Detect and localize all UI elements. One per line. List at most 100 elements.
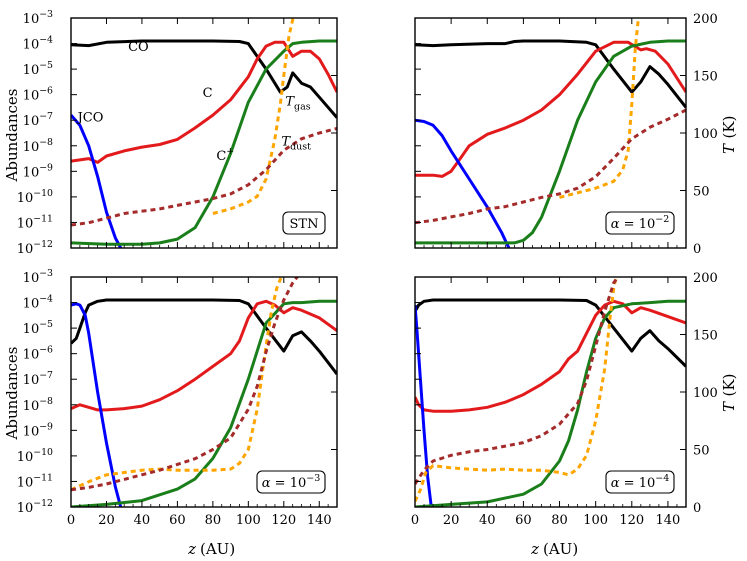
y-tick-label: 10−11 [17, 472, 53, 490]
panel-label-box [605, 211, 675, 235]
series-tdust-line [415, 277, 621, 485]
series-tdust-line [415, 108, 686, 225]
y-tick-label: 10−8 [23, 396, 53, 414]
svg-text:T: T [720, 143, 738, 154]
y-tick-label: 10−12 [17, 498, 53, 516]
ylabel-abundances-top: Abundances [3, 89, 21, 183]
series-tdust-line [71, 126, 337, 227]
series-co-line [415, 298, 686, 368]
panel-bottom-right: 200 150 100 50 0 0 20 40 60 80 100 120 140 α = 10−4 [411, 271, 718, 528]
y-tick-label: 10−4 [23, 294, 53, 312]
y-tick-label: 10−11 [17, 213, 53, 231]
series-tdust-line [71, 277, 300, 492]
panel-bottom-left: 10−3 10−4 10−5 10−6 10−7 10−8 10−9 10−10 10−11 10… [17, 268, 338, 528]
series-jco-line [71, 302, 123, 507]
annotation-c: C [203, 86, 213, 101]
panel-label-box [605, 470, 675, 494]
x-tick-label: 60 [515, 513, 532, 528]
series-tgas-line [71, 277, 283, 492]
y-tick-label: 10−6 [23, 86, 53, 104]
series-jco-line [71, 114, 123, 248]
series-c-line [71, 299, 337, 412]
y-tick-label-right: 150 [693, 329, 718, 344]
svg-text:(AU): (AU) [543, 540, 578, 558]
y-tick-label-right: 0 [693, 501, 701, 516]
x-tick-label: 140 [656, 513, 681, 528]
annotation-co: CO [128, 40, 149, 55]
series-co-line [71, 298, 337, 376]
y-tick-label: 10−4 [23, 35, 53, 53]
ylabel-abundances-bottom: Abundances [3, 347, 21, 441]
xlabel-left: z (AU) [187, 540, 235, 558]
x-tick-label: 0 [411, 513, 419, 528]
series-cplus-line [415, 39, 686, 245]
x-tick-label: 20 [98, 513, 115, 528]
y-tick-label: 10−8 [23, 137, 53, 155]
ylabel-temperature-bottom: T (K) [720, 374, 738, 412]
y-tick-label: 10−7 [23, 370, 53, 388]
y-tick-label: 10−5 [23, 60, 53, 78]
panel-label: α = 10−2 [611, 214, 670, 232]
panel-label-box [256, 470, 326, 494]
panel-label: α = 10−3 [262, 473, 321, 491]
series-cplus-line [71, 299, 337, 507]
y-tick-label-right: 200 [693, 271, 718, 286]
series-tgas-line [559, 18, 640, 199]
annotation-cplus: C+ [216, 146, 234, 164]
svg-text:T: T [720, 401, 738, 412]
y-tick-label: 10−10 [17, 447, 53, 465]
y-tick-label-right: 100 [693, 127, 718, 142]
x-tick-label: 120 [619, 513, 644, 528]
y-tick-label-right: 100 [693, 386, 718, 401]
panels: 10−3 10−4 10−5 10−6 10−7 10−8 10−9 10−10 10−11 10… [17, 9, 718, 528]
panel-label: α = 10−4 [611, 473, 670, 491]
panel-label: STN [290, 217, 319, 232]
series-jco-line [415, 304, 433, 507]
series-cplus-line [71, 39, 337, 246]
x-tick-label: 20 [443, 513, 460, 528]
y-tick-label: 10−3 [23, 9, 53, 27]
ylabel-temperature-top: T (K) [720, 116, 738, 154]
y-tick-label: 10−6 [23, 345, 53, 363]
x-tick-label: 140 [307, 513, 332, 528]
y-tick-label-right: 0 [693, 242, 701, 257]
annotation-tgas: Tgas [285, 94, 310, 112]
series-tgas-line [415, 277, 618, 502]
panel-top-right: 200 150 100 50 0 α = 10−2 [414, 12, 718, 257]
y-tick-label: 10−10 [17, 188, 53, 206]
svg-text:z: z [530, 540, 539, 558]
panel-top-left: 10−3 10−4 10−5 10−6 10−7 10−8 10−9 10−10 10−11 10… [17, 9, 338, 257]
xlabel-right: z (AU) [530, 540, 578, 558]
svg-text:(AU): (AU) [200, 540, 235, 558]
x-tick-label: 80 [551, 513, 568, 528]
series-jco-line [415, 118, 511, 248]
y-tick-label-right: 50 [693, 444, 710, 459]
svg-text:(K): (K) [720, 374, 738, 397]
x-tick-label: 0 [67, 513, 75, 528]
x-tick-label: 60 [169, 513, 186, 528]
series-c-line [415, 40, 686, 178]
x-tick-label: 100 [583, 513, 608, 528]
x-tick-label: 80 [205, 513, 222, 528]
y-tick-label: 10−7 [23, 111, 53, 129]
series-tgas-line [212, 18, 295, 215]
annotation-tdust: Tdust [281, 135, 311, 153]
series-c-line [415, 299, 686, 413]
svg-text:z: z [187, 540, 196, 558]
y-tick-label: 10−5 [23, 319, 53, 337]
y-tick-label: 10−12 [17, 239, 53, 257]
series-c-line [71, 40, 337, 164]
y-tick-label: 10−9 [23, 162, 53, 180]
panel-label-box [282, 211, 326, 235]
annotation-jco: JCO [76, 111, 104, 126]
y-tick-label: 10−9 [23, 421, 53, 439]
series-cplus-line [415, 299, 686, 507]
y-tick-label: 10−3 [23, 268, 53, 286]
x-tick-label: 120 [271, 513, 296, 528]
y-tick-label-right: 200 [693, 12, 718, 27]
x-tick-label: 100 [236, 513, 261, 528]
y-tick-label-right: 50 [693, 185, 710, 200]
series-co-line [415, 39, 686, 109]
x-tick-label: 40 [134, 513, 151, 528]
